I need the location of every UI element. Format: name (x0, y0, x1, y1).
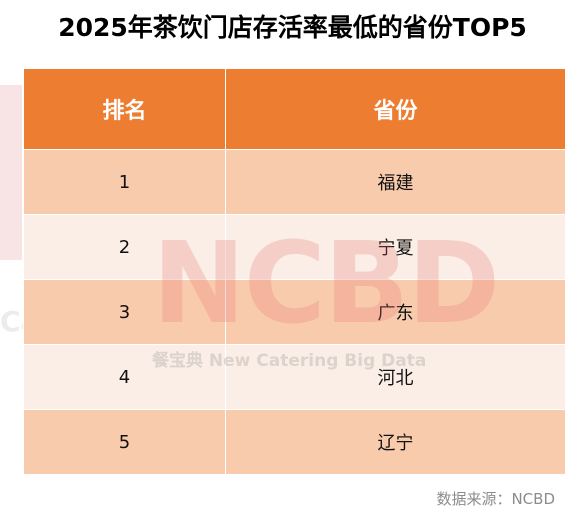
table-row: 3 广东 (23, 279, 566, 345)
header-province: 省份 (225, 68, 566, 150)
province-cell: 宁夏 (225, 214, 566, 280)
rank-cell: 1 (23, 149, 226, 215)
data-source: 数据来源：NCBD (436, 490, 555, 508)
table-row: 5 辽宁 (23, 409, 566, 475)
watermark-left-strip (0, 85, 22, 260)
rank-cell: 5 (23, 409, 226, 475)
chart-title: 2025年茶饮门店存活率最低的省份TOP5 (58, 13, 527, 42)
province-cell: 广东 (225, 279, 566, 345)
rank-cell: 4 (23, 344, 226, 410)
table-row: 2 宁夏 (23, 214, 566, 280)
table-header-row: 排名 省份 (23, 68, 566, 150)
province-cell: 河北 (225, 344, 566, 410)
ranking-table: 排名 省份 1 福建 2 宁夏 3 广东 4 河北 5 辽宁 (23, 68, 566, 475)
table-row: 4 河北 (23, 344, 566, 410)
header-rank: 排名 (23, 68, 226, 150)
rank-cell: 3 (23, 279, 226, 345)
province-cell: 辽宁 (225, 409, 566, 475)
province-cell: 福建 (225, 149, 566, 215)
rank-cell: 2 (23, 214, 226, 280)
table-row: 1 福建 (23, 149, 566, 215)
